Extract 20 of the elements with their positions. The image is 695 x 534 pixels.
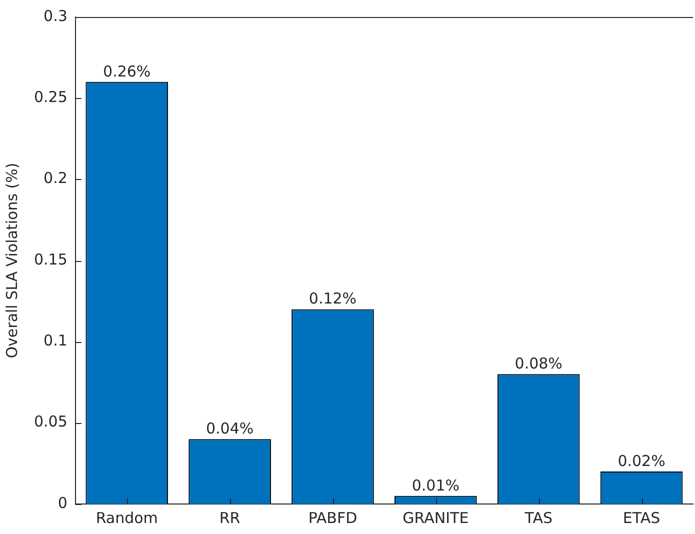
y-tick-label: 0.25 xyxy=(34,88,68,106)
y-tick-label: 0.15 xyxy=(34,250,68,268)
x-tick-label: TAS xyxy=(524,508,552,527)
data-label: 0.04% xyxy=(206,419,254,438)
y-tick-label: 0.3 xyxy=(44,6,68,25)
data-label: 0.01% xyxy=(412,476,460,494)
y-tick-label: 0.05 xyxy=(34,412,68,431)
x-tick-label: ETAS xyxy=(622,508,660,527)
data-label: 0.26% xyxy=(103,62,151,80)
data-label: 0.08% xyxy=(514,354,562,373)
y-tick-label: 0.1 xyxy=(44,332,68,350)
y-axis-title: Overall SLA Violations (%) xyxy=(2,162,21,358)
x-tick-label: PABFD xyxy=(308,508,358,527)
y-tick-label: 0 xyxy=(58,494,68,512)
data-label: 0.12% xyxy=(308,290,357,308)
x-tick-label: Random xyxy=(96,508,158,527)
x-tick-label: RR xyxy=(219,508,240,527)
x-tick-label: GRANITE xyxy=(402,508,469,527)
y-tick-label: 0.2 xyxy=(44,169,68,188)
data-label: 0.02% xyxy=(618,452,666,470)
